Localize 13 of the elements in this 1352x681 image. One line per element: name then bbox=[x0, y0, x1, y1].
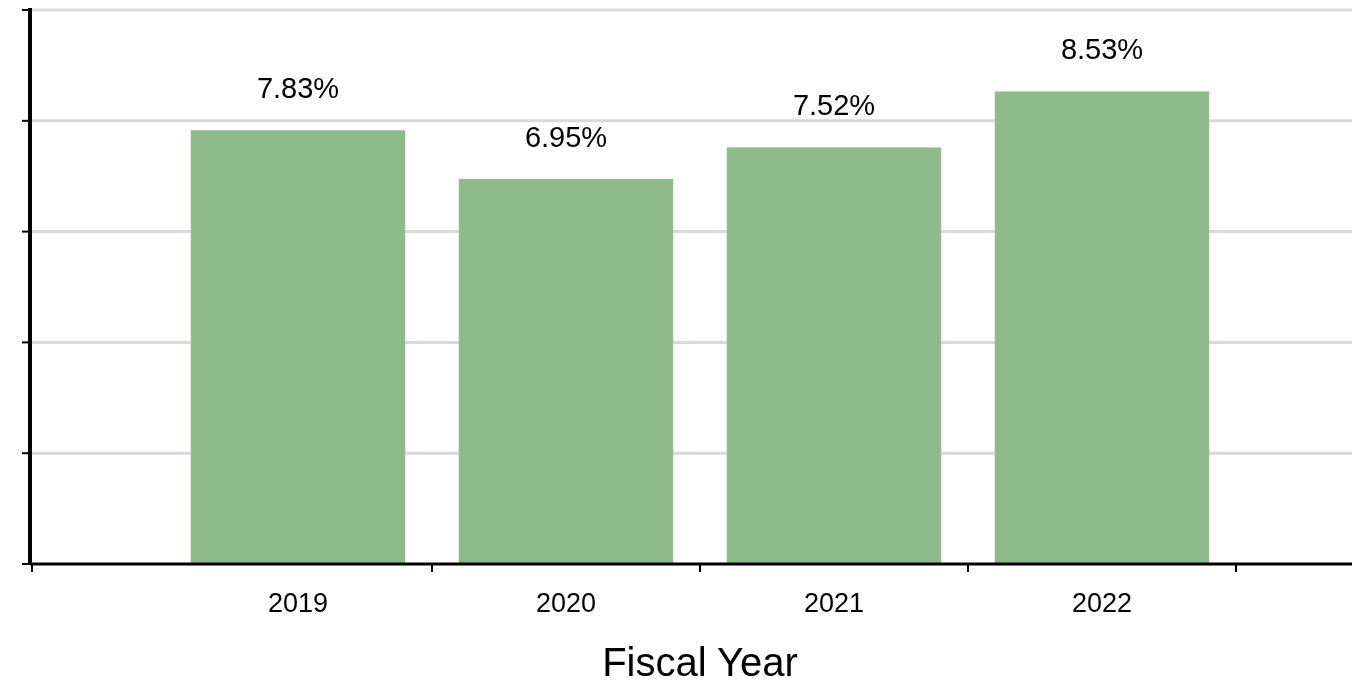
bar bbox=[726, 147, 942, 564]
x-tick-label: 2022 bbox=[1071, 588, 1133, 618]
x-tick-label: 2021 bbox=[803, 588, 865, 618]
x-tick-label: 2020 bbox=[535, 588, 597, 618]
x-tick-label: 2019 bbox=[267, 588, 329, 618]
data-label: 7.83% bbox=[256, 72, 340, 105]
bar bbox=[190, 130, 406, 564]
bar bbox=[458, 178, 674, 564]
data-label: 8.53% bbox=[1060, 33, 1144, 66]
x-axis-title: Fiscal Year bbox=[602, 640, 798, 681]
data-label: 7.52% bbox=[792, 89, 876, 122]
data-label: 6.95% bbox=[524, 120, 608, 153]
bar bbox=[994, 91, 1210, 564]
